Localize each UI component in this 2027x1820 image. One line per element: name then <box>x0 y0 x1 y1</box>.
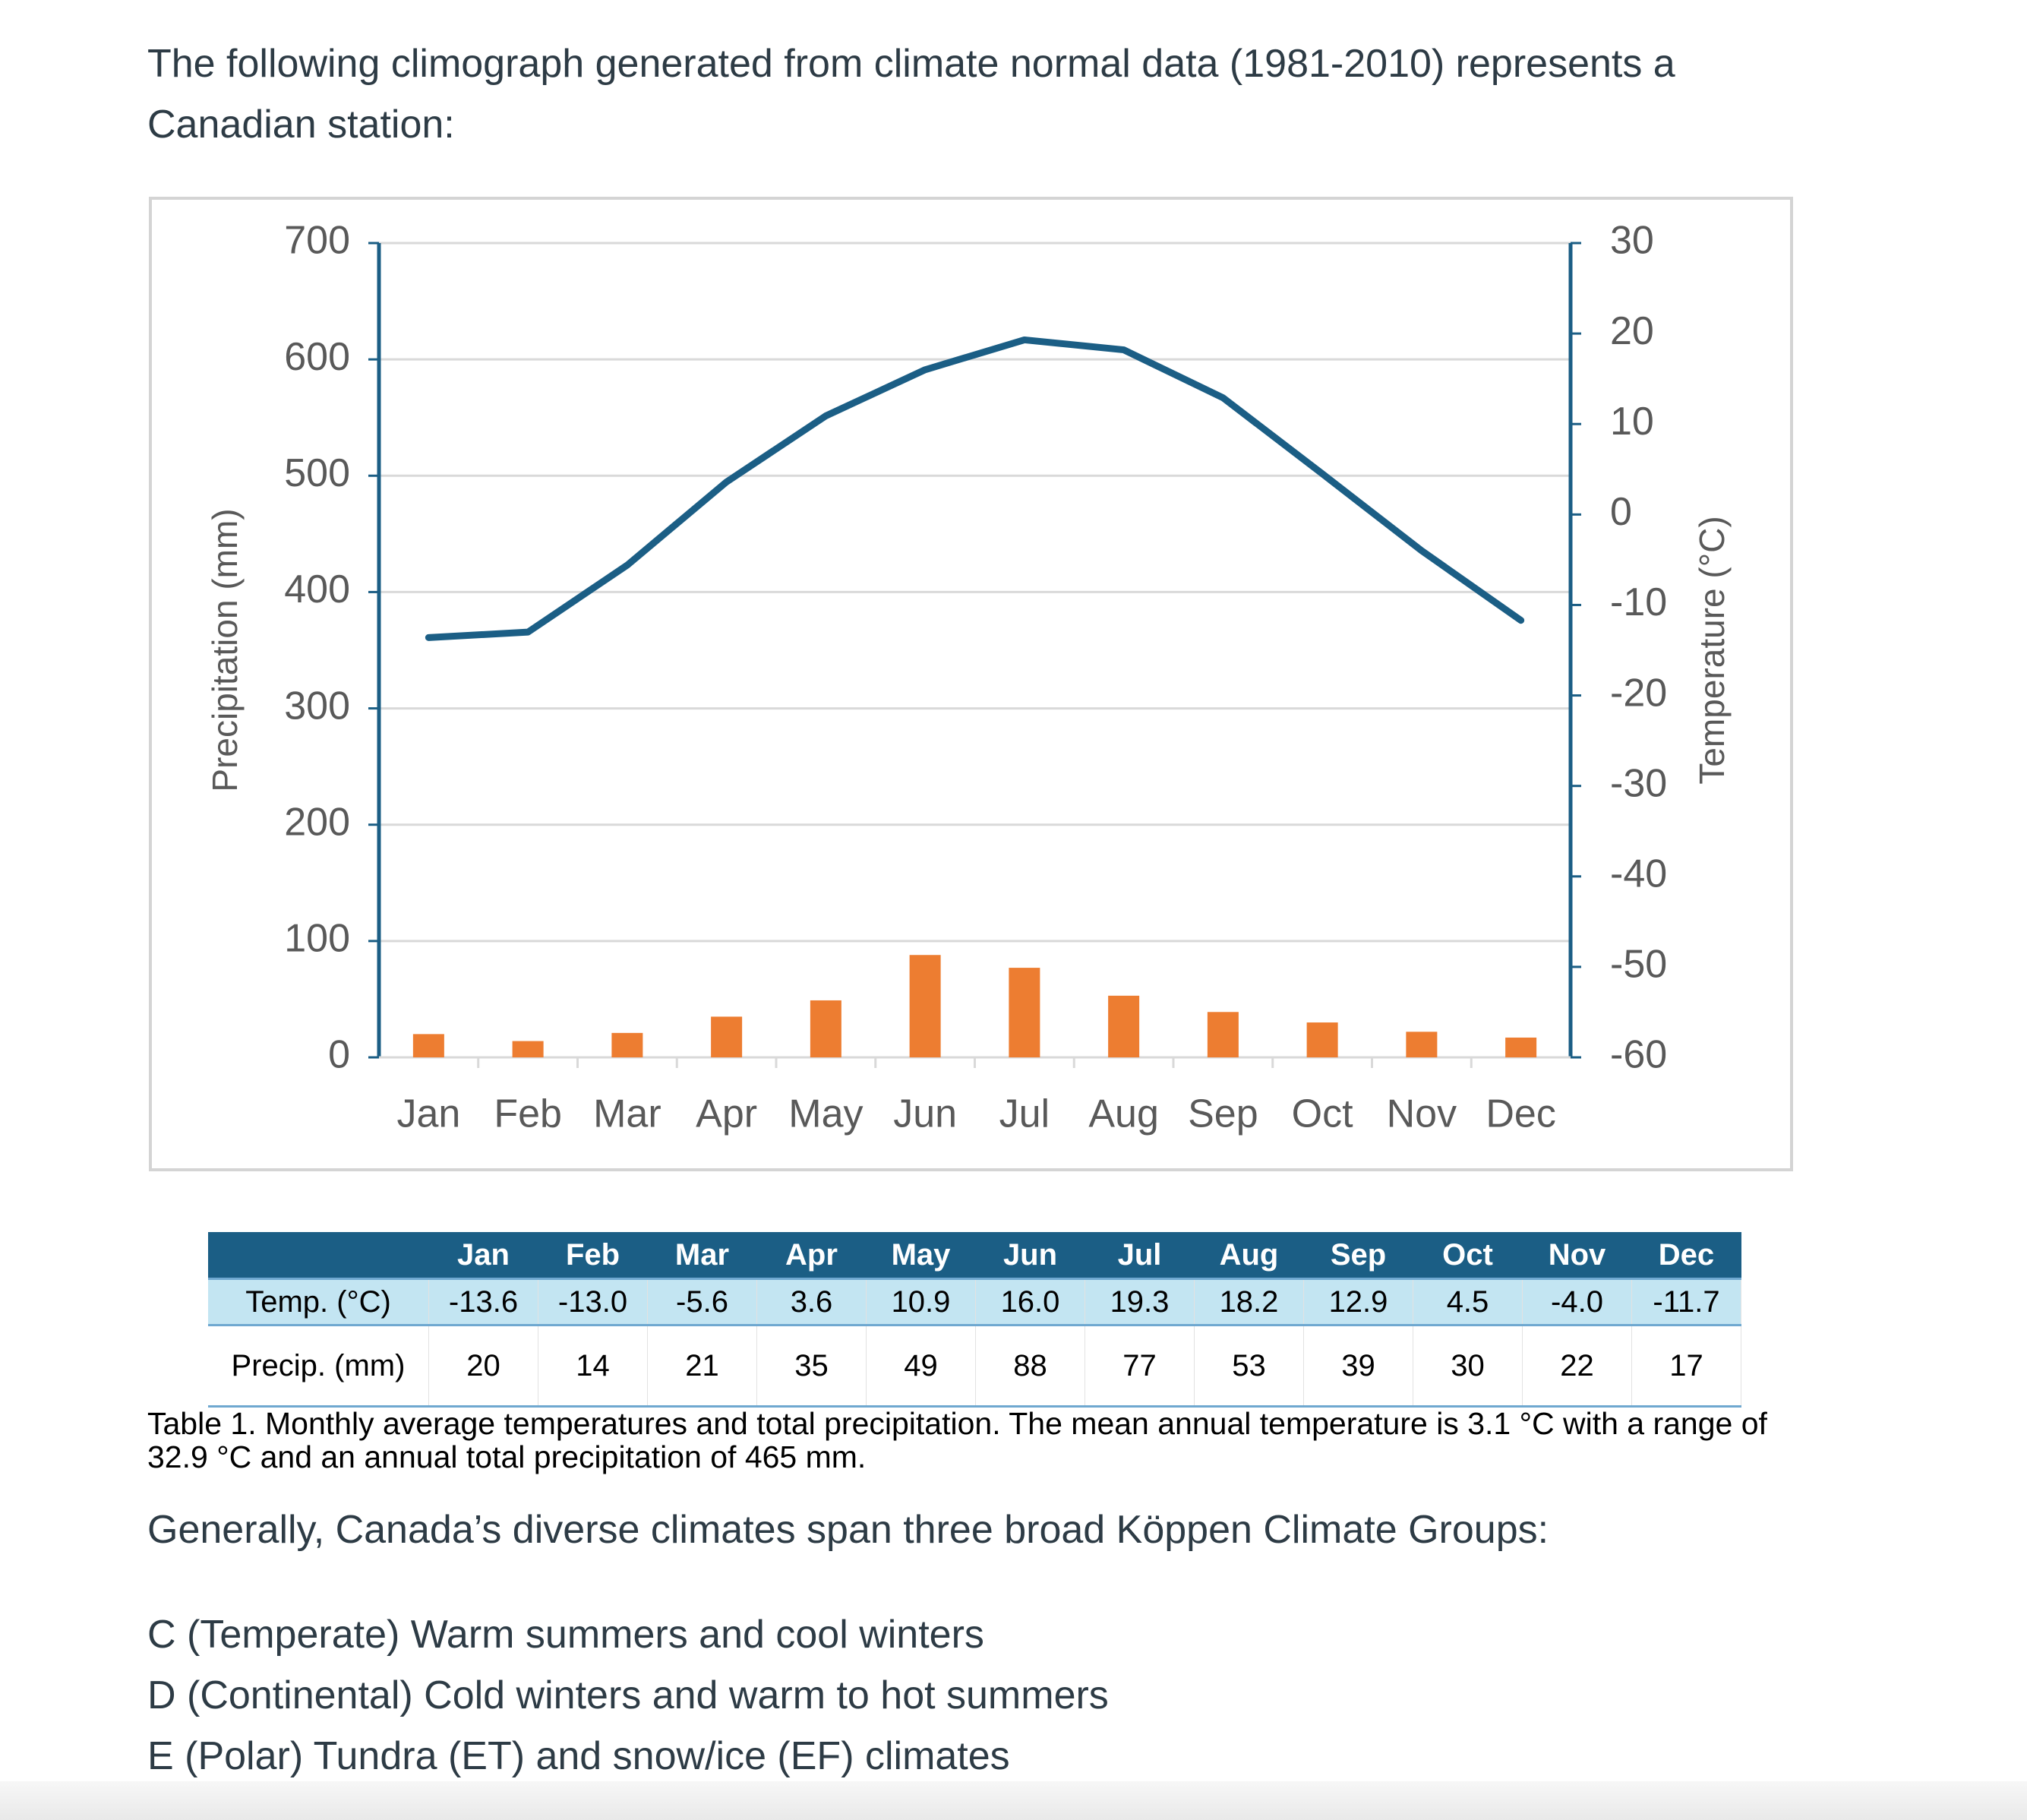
header-corner <box>208 1232 429 1280</box>
y2-tick-label: 0 <box>1610 490 1632 534</box>
x-tick-label: Aug <box>1088 1092 1159 1136</box>
header-cell: Jun <box>975 1232 1085 1280</box>
table-cell: 21 <box>647 1325 757 1408</box>
y-tick-label: 200 <box>284 800 350 844</box>
y-tick-label: 300 <box>284 684 350 728</box>
table-cell: 12.9 <box>1303 1278 1413 1326</box>
header-cell: Aug <box>1194 1232 1304 1280</box>
table-cell: 20 <box>428 1325 538 1408</box>
table-row: Precip. (mm) 20 14 21 35 49 88 77 53 39 30 22 17 <box>208 1325 1741 1408</box>
table-cell: 14 <box>538 1325 648 1408</box>
header-cell: Apr <box>756 1232 867 1280</box>
x-tick-label: Jan <box>396 1092 460 1136</box>
table-cell: 4.5 <box>1413 1278 1523 1326</box>
x-tick-label: Sep <box>1188 1092 1258 1136</box>
y2-axis-title: Temperature (°C) <box>1692 516 1732 784</box>
table-cell: -13.6 <box>428 1278 538 1326</box>
table-cell: 17 <box>1631 1325 1741 1408</box>
table-cell: -5.6 <box>647 1278 757 1326</box>
bar <box>512 1041 544 1057</box>
y-tick-label: 100 <box>284 917 350 961</box>
y2-tick-label: -50 <box>1610 943 1667 987</box>
header-cell: May <box>866 1232 976 1280</box>
table-cell: -11.7 <box>1631 1278 1741 1326</box>
option: E (Polar) Tundra (ET) and snow/ice (EF) … <box>147 1734 1010 1778</box>
y-tick-label: 0 <box>328 1033 350 1077</box>
table-cell: 16.0 <box>975 1278 1085 1326</box>
chart-frame <box>149 197 1793 1171</box>
table-cell: 3.6 <box>756 1278 867 1326</box>
table-cell: 10.9 <box>866 1278 976 1326</box>
bottom-shade <box>0 1781 2027 1820</box>
data-table: Jan Feb Mar Apr May Jun Jul Aug Sep Oct Nov Dec Temp… <box>208 1232 1741 1408</box>
x-tick-label: Apr <box>696 1092 757 1136</box>
row-label: Precip. (mm) <box>208 1325 429 1408</box>
y2-tick-label: -40 <box>1610 852 1667 896</box>
option: D (Continental) Cold winters and warm to… <box>147 1673 1109 1717</box>
table-cell: -4.0 <box>1522 1278 1632 1326</box>
row-label: Temp. (°C) <box>208 1278 429 1326</box>
option: C (Temperate) Warm summers and cool wint… <box>147 1613 984 1657</box>
y-axis-title: Precipitation (mm) <box>205 508 245 792</box>
table-cell: 53 <box>1194 1325 1304 1408</box>
x-tick-label: May <box>788 1092 863 1136</box>
table-cell: -13.0 <box>538 1278 648 1326</box>
temperature-line <box>425 336 1525 641</box>
x-tick-label: Mar <box>593 1092 661 1136</box>
y-tick-label: 400 <box>284 567 350 611</box>
table-cell: 88 <box>975 1325 1085 1408</box>
table-row: Temp. (°C) -13.6 -13.0 -5.6 3.6 10.9 16.0 19.3 1… <box>208 1278 1741 1326</box>
table-header-row: Jan Feb Mar Apr May Jun Jul Aug Sep Oct Nov Dec <box>208 1232 1741 1280</box>
bar <box>1306 1022 1338 1057</box>
table-cell: 22 <box>1522 1325 1632 1408</box>
bar <box>1505 1037 1537 1057</box>
header-cell: Feb <box>538 1232 648 1280</box>
y-tick-label: 600 <box>284 335 350 379</box>
header-cell: Oct <box>1413 1232 1523 1280</box>
bar <box>611 1032 643 1057</box>
header-cell: Jul <box>1085 1232 1195 1280</box>
bar <box>711 1016 743 1057</box>
bar <box>412 1034 444 1057</box>
x-tick-label: Jul <box>999 1092 1050 1136</box>
y2-tick-label: -30 <box>1610 761 1667 805</box>
x-tick-label: Oct <box>1292 1092 1353 1136</box>
y2-tick-label: 20 <box>1610 309 1654 353</box>
x-tick-label: Dec <box>1486 1092 1555 1136</box>
table-cell: 49 <box>866 1325 976 1408</box>
paragraph: Generally, Canada’s diverse climates spa… <box>147 1508 1549 1552</box>
y-tick-label: 700 <box>284 219 350 263</box>
x-tick-label: Feb <box>494 1092 562 1136</box>
header-cell: Dec <box>1631 1232 1741 1280</box>
table-cell: 39 <box>1303 1325 1413 1408</box>
bar <box>1207 1012 1239 1057</box>
bar <box>909 955 941 1057</box>
table-cell: 35 <box>756 1325 867 1408</box>
y-tick-label: 500 <box>284 451 350 495</box>
x-tick-label: Jun <box>893 1092 957 1136</box>
question-title: The following climograph generated from … <box>147 42 1675 147</box>
bar <box>1108 995 1140 1057</box>
header-cell: Nov <box>1522 1232 1632 1280</box>
chart: Precipitation (mm) Temperature (°C) 0100… <box>149 197 1793 1171</box>
table-caption: Table 1. Monthly average temperatures an… <box>147 1406 1767 1474</box>
bar <box>1406 1032 1438 1057</box>
y2-tick-label: 10 <box>1610 400 1654 444</box>
bar <box>1009 968 1040 1057</box>
table-cell: 77 <box>1085 1325 1195 1408</box>
x-tick-label: Nov <box>1387 1092 1457 1136</box>
table-cell: 30 <box>1413 1325 1523 1408</box>
header-cell: Sep <box>1303 1232 1413 1280</box>
header-cell: Jan <box>428 1232 538 1280</box>
table-cell: 19.3 <box>1085 1278 1195 1326</box>
y2-tick-label: -10 <box>1610 580 1667 624</box>
y2-tick-label: -20 <box>1610 671 1667 715</box>
y2-tick-label: -60 <box>1610 1033 1667 1077</box>
y2-tick-label: 30 <box>1610 219 1654 263</box>
header-cell: Mar <box>647 1232 757 1280</box>
bar <box>810 1000 841 1057</box>
table-cell: 18.2 <box>1194 1278 1304 1326</box>
